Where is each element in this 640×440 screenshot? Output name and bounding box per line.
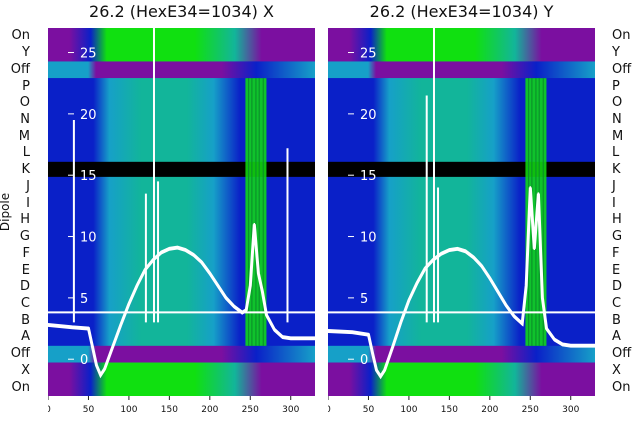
overlay-ytick-label: 10 [80, 231, 97, 246]
xtick-label: 150 [161, 405, 178, 415]
row-label: D [612, 279, 623, 295]
row-label: K [612, 162, 621, 178]
overlay-ytick-label: 5 [360, 292, 368, 307]
xtick-label: 250 [242, 405, 259, 415]
row-label: K [21, 162, 30, 178]
row-labels-right: On Y Off P O N M L K J I H G F E D C B A Off X On [596, 28, 636, 396]
row-label: P [22, 78, 30, 94]
overlay-ytick-label: 0 [360, 353, 368, 368]
xtick-label: 0 [328, 405, 331, 415]
band-on-top [328, 28, 595, 62]
row-label: L [22, 145, 30, 161]
xtick-label: 100 [120, 405, 137, 415]
band-off-top [328, 61, 595, 79]
x-axis: 0 50 100 150 200 250 300 [328, 396, 580, 415]
row-label: H [20, 212, 30, 228]
overlay-ytick-label: 5 [80, 292, 88, 307]
overlay-ytick-label: 15 [80, 169, 97, 184]
row-label: O [19, 95, 30, 111]
row-label: Off [10, 61, 30, 77]
band-off-top [48, 61, 315, 79]
overlay-ytick-label: 0 [80, 353, 88, 368]
xtick-label: 300 [562, 405, 579, 415]
row-label: Off [612, 346, 632, 362]
heatmap-panel-x: 0510152025050100150200250300 [48, 28, 315, 415]
row-label: On [612, 28, 631, 44]
row-label: N [20, 112, 30, 127]
overlay-line [48, 225, 315, 378]
xtick-label: 100 [400, 405, 417, 415]
band-on-top [48, 28, 315, 62]
row-label: F [612, 245, 620, 261]
row-label: X [612, 362, 621, 378]
band-p-l [48, 78, 315, 146]
y-axis-label: Dipole [0, 192, 13, 232]
band-off-bottom [48, 345, 315, 363]
row-label: P [612, 78, 620, 94]
xtick-label: 200 [481, 405, 498, 415]
row-label: On [11, 28, 30, 44]
row-label: B [21, 312, 30, 328]
row-label: M [612, 128, 624, 144]
row-label: J [26, 178, 30, 194]
row-label: C [612, 296, 622, 311]
row-label: Off [10, 346, 30, 362]
row-label: F [22, 245, 30, 261]
row-label: N [612, 112, 622, 127]
xtick-label: 50 [83, 405, 95, 415]
xtick-label: 200 [201, 405, 218, 415]
row-label: B [612, 312, 621, 328]
row-label: I [612, 195, 616, 211]
row-label: Y [612, 45, 620, 61]
overlay-ytick-label: 25 [80, 47, 97, 62]
row-label: On [11, 379, 30, 395]
overlay-ytick-label: 20 [80, 108, 97, 123]
chart-title-x: 26.2 (HexE34=1034) X [89, 2, 274, 21]
row-label: I [26, 195, 30, 211]
row-label: D [19, 279, 30, 295]
row-label: X [21, 362, 30, 378]
plot-area: 0 5 10 15 20 25 [48, 28, 315, 396]
row-label: Off [612, 61, 632, 77]
xtick-label: 250 [522, 405, 539, 415]
heatmap-panel-y: 0510152025050100150200250300 [328, 28, 595, 415]
row-label: E [612, 262, 621, 278]
band-on-bottom [48, 362, 315, 396]
row-label: Y [22, 45, 30, 61]
xtick-label: 150 [441, 405, 458, 415]
overlay-ytick-label: 20 [360, 108, 377, 123]
band-off-bottom [328, 345, 595, 363]
row-label: E [21, 262, 30, 278]
row-label: On [612, 379, 631, 395]
row-label: O [612, 95, 623, 111]
xtick-label: 50 [363, 405, 375, 415]
overlay-ytick-label: 10 [360, 231, 377, 246]
band-on-bottom [328, 362, 595, 396]
row-label: L [612, 145, 620, 161]
overlay-ytick-label: 25 [360, 47, 377, 62]
row-labels-left: On Y Off P O N M L K J I H G F E D C B A Off X On [0, 28, 40, 396]
row-label: C [20, 296, 30, 311]
band-p-l [328, 78, 595, 146]
row-label: G [612, 229, 623, 245]
plot-area: 0 5 10 15 20 25 [328, 28, 595, 396]
x-axis: 0 50 100 150 200 250 300 [48, 396, 300, 415]
overlay-ytick-label: 15 [360, 169, 377, 184]
row-label: A [21, 329, 30, 345]
row-label: M [18, 128, 30, 144]
row-label: G [19, 229, 30, 245]
row-label: J [612, 178, 616, 194]
xtick-label: 300 [282, 405, 299, 415]
overlay-line [328, 188, 595, 379]
row-label: H [612, 212, 622, 228]
xtick-label: 0 [48, 405, 51, 415]
chart-title-y: 26.2 (HexE34=1034) Y [369, 2, 554, 21]
row-label: A [612, 329, 621, 345]
